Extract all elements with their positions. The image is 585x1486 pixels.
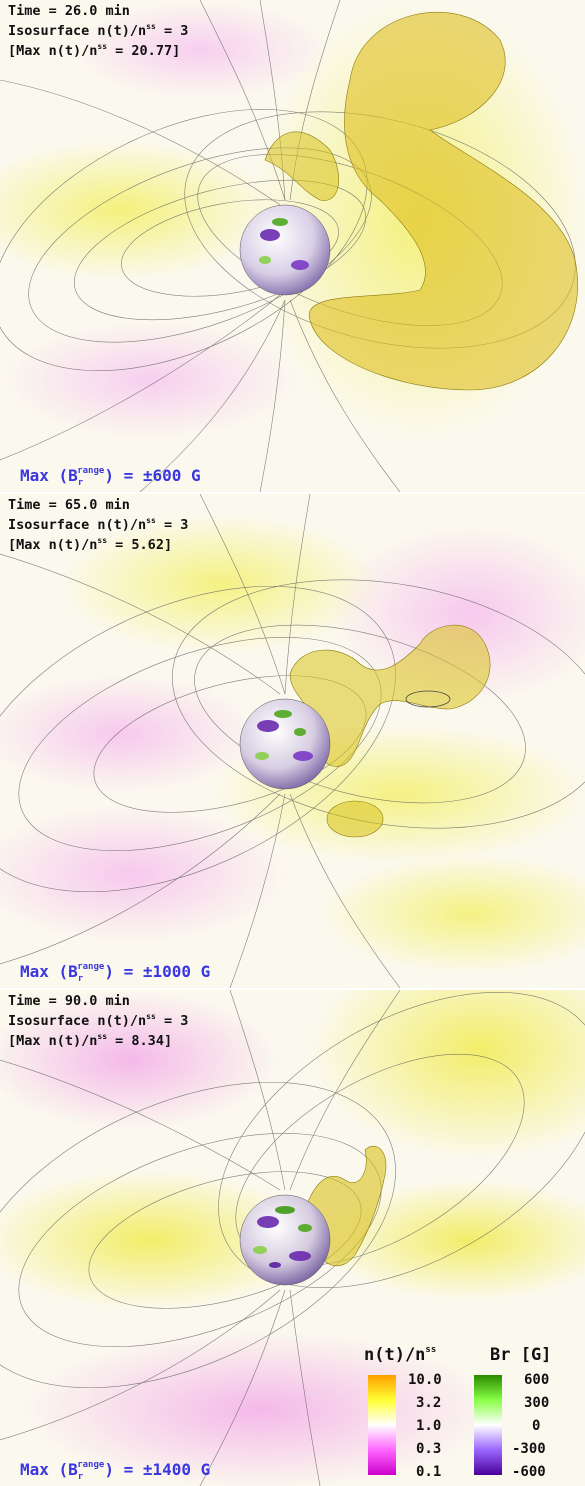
br-sup: range [77, 466, 105, 476]
br-suffix: ) = ±1400 G [104, 1460, 211, 1479]
br-colorbar [474, 1375, 502, 1475]
density-isosurface-2 [289, 624, 491, 838]
density-title-text: n(t)/n [364, 1345, 426, 1365]
iso-suffix: = 3 [155, 1013, 189, 1029]
br-suffix: ) = ±1000 G [104, 962, 211, 981]
isosurface-label: Isosurface n(t)/n [8, 1013, 147, 1029]
iso-suffix: = 3 [155, 23, 189, 39]
panel-time-26: Time = 26.0 min Isosurface n(t)/nss = 3 … [0, 0, 585, 492]
time-label: Time = 90.0 min [8, 993, 130, 1009]
br-prefix: Max (B [20, 962, 78, 981]
colorbar-legend: n(t)/nss Br [G] 10.0 3.2 1.0 0.3 0.1 600… [362, 1345, 580, 1483]
coronal-render-2 [0, 494, 585, 988]
max-sup: ss [97, 536, 108, 545]
panel-header-3: Time = 90.0 min Isosurface n(t)/nss = 3 … [8, 994, 188, 1049]
density-colorbar [368, 1375, 396, 1475]
density-tick: 0.3 [416, 1441, 442, 1457]
br-prefix: Max (B [20, 466, 78, 485]
br-sub: r [77, 1472, 84, 1482]
isosurface-label: Isosurface n(t)/n [8, 517, 147, 533]
max-sup: ss [97, 1032, 108, 1041]
iso-sup: ss [146, 516, 156, 525]
br-range-label-3: Max (Br range) = ±1400 G [20, 1460, 210, 1482]
br-tick: 600 [524, 1372, 550, 1388]
density-colorbar-title: n(t)/nss [364, 1345, 436, 1365]
br-sup: range [77, 962, 105, 972]
br-range-label-1: Max (Br range) = ±600 G [20, 466, 201, 488]
max-density-label: [Max n(t)/n [8, 537, 98, 553]
time-label: Time = 65.0 min [8, 497, 130, 513]
coronal-render-1 [0, 0, 585, 492]
br-tick: 300 [524, 1395, 550, 1411]
density-tick: 10.0 [408, 1372, 442, 1388]
max-density-label: [Max n(t)/n [8, 43, 98, 59]
sun-sphere-1 [239, 204, 331, 296]
br-range-label-2: Max (Br range) = ±1000 G [20, 962, 210, 984]
iso-sup: ss [146, 22, 156, 31]
panel-header-2: Time = 65.0 min Isosurface n(t)/nss = 3 … [8, 498, 188, 553]
density-title-sup: ss [425, 1345, 437, 1355]
br-tick: -300 [512, 1441, 546, 1457]
panel-time-65: Time = 65.0 min Isosurface n(t)/nss = 3 … [0, 494, 585, 988]
br-tick: 0 [532, 1418, 541, 1434]
max-suffix: = 8.34] [107, 1033, 173, 1049]
max-density-label: [Max n(t)/n [8, 1033, 98, 1049]
density-tick: 1.0 [416, 1418, 442, 1434]
br-tick: -600 [512, 1464, 546, 1480]
time-label: Time = 26.0 min [8, 3, 130, 19]
max-sup: ss [97, 42, 108, 51]
coronal-render-3 [0, 990, 585, 1486]
br-sub: r [77, 478, 84, 488]
density-isosurface-1 [264, 11, 578, 391]
br-sup: range [77, 1460, 105, 1470]
max-suffix: = 5.62] [107, 537, 173, 553]
panel-header-1: Time = 26.0 min Isosurface n(t)/nss = 3 … [8, 4, 188, 59]
br-prefix: Max (B [20, 1460, 78, 1479]
br-sub: r [77, 974, 84, 984]
iso-suffix: = 3 [155, 517, 189, 533]
isosurface-label: Isosurface n(t)/n [8, 23, 147, 39]
density-tick: 3.2 [416, 1395, 442, 1411]
density-tick: 0.1 [416, 1464, 442, 1480]
iso-sup: ss [146, 1012, 156, 1021]
br-suffix: ) = ±600 G [104, 466, 201, 485]
br-colorbar-title: Br [G] [490, 1345, 552, 1365]
max-suffix: = 20.77] [107, 43, 181, 59]
panel-time-90: Time = 90.0 min Isosurface n(t)/nss = 3 … [0, 990, 585, 1486]
